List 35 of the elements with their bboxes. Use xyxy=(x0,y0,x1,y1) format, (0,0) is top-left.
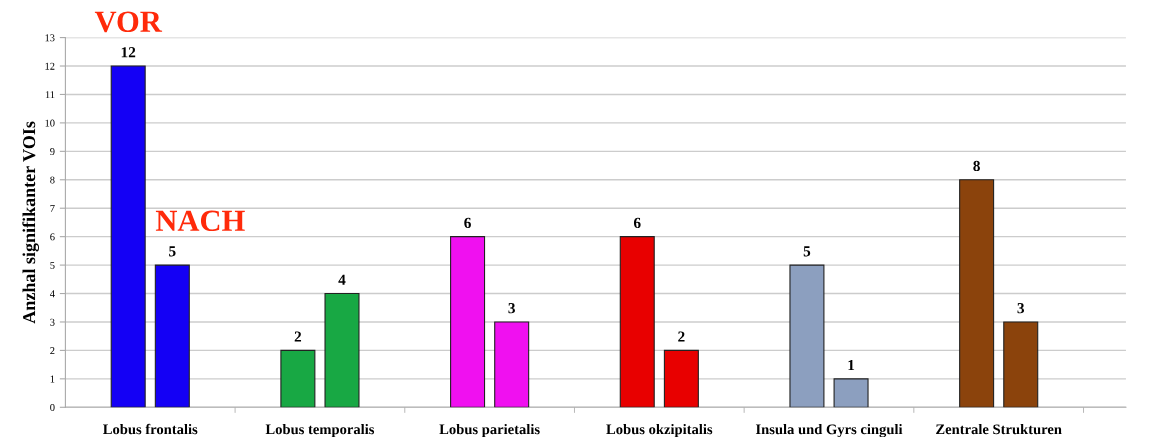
data-label: 6 xyxy=(464,217,471,228)
y-tick-label: 3 xyxy=(50,318,55,326)
y-tick-label: 7 xyxy=(50,205,55,212)
data-label: 3 xyxy=(508,303,515,314)
x-tick-label: Lobus parietalis xyxy=(439,423,540,437)
data-label: 4 xyxy=(338,274,346,285)
series-label: NACH xyxy=(155,210,245,232)
y-axis-title: Anzhal signifikanter VOIs xyxy=(22,121,40,324)
x-tick-label: Lobus frontalis xyxy=(103,423,198,435)
y-tick-label: 5 xyxy=(50,261,55,269)
data-label: 1 xyxy=(848,359,855,371)
y-tick-label: 10 xyxy=(45,119,55,127)
data-label: 8 xyxy=(973,160,980,172)
x-tick-label: Insula und Gyrs cinguli xyxy=(755,423,903,437)
y-tick-label: 13 xyxy=(45,34,55,42)
data-label: 5 xyxy=(169,246,176,257)
x-tick-label: Zentrale Strukturen xyxy=(936,423,1062,435)
data-label: 6 xyxy=(633,217,641,228)
x-tick-label: Lobus temporalis xyxy=(265,423,375,437)
data-label: 12 xyxy=(121,47,136,58)
data-label: 5 xyxy=(803,246,811,257)
y-tick-label: 1 xyxy=(50,375,55,383)
data-label: 2 xyxy=(294,331,302,342)
y-tick-label: 11 xyxy=(45,91,55,99)
y-tick-label: 8 xyxy=(50,176,55,184)
data-label: 2 xyxy=(678,331,685,342)
data-label: 3 xyxy=(1017,303,1025,314)
y-tick-label: 4 xyxy=(49,290,55,298)
x-tick-label: Lobus okzipitalis xyxy=(606,423,713,437)
y-tick-label: 6 xyxy=(50,233,55,241)
series-label: VOR xyxy=(94,11,163,33)
y-tick-label: 12 xyxy=(45,62,55,70)
y-tick-label: 0 xyxy=(50,403,55,411)
y-tick-label: 2 xyxy=(50,347,55,355)
y-tick-label: 9 xyxy=(50,148,55,156)
